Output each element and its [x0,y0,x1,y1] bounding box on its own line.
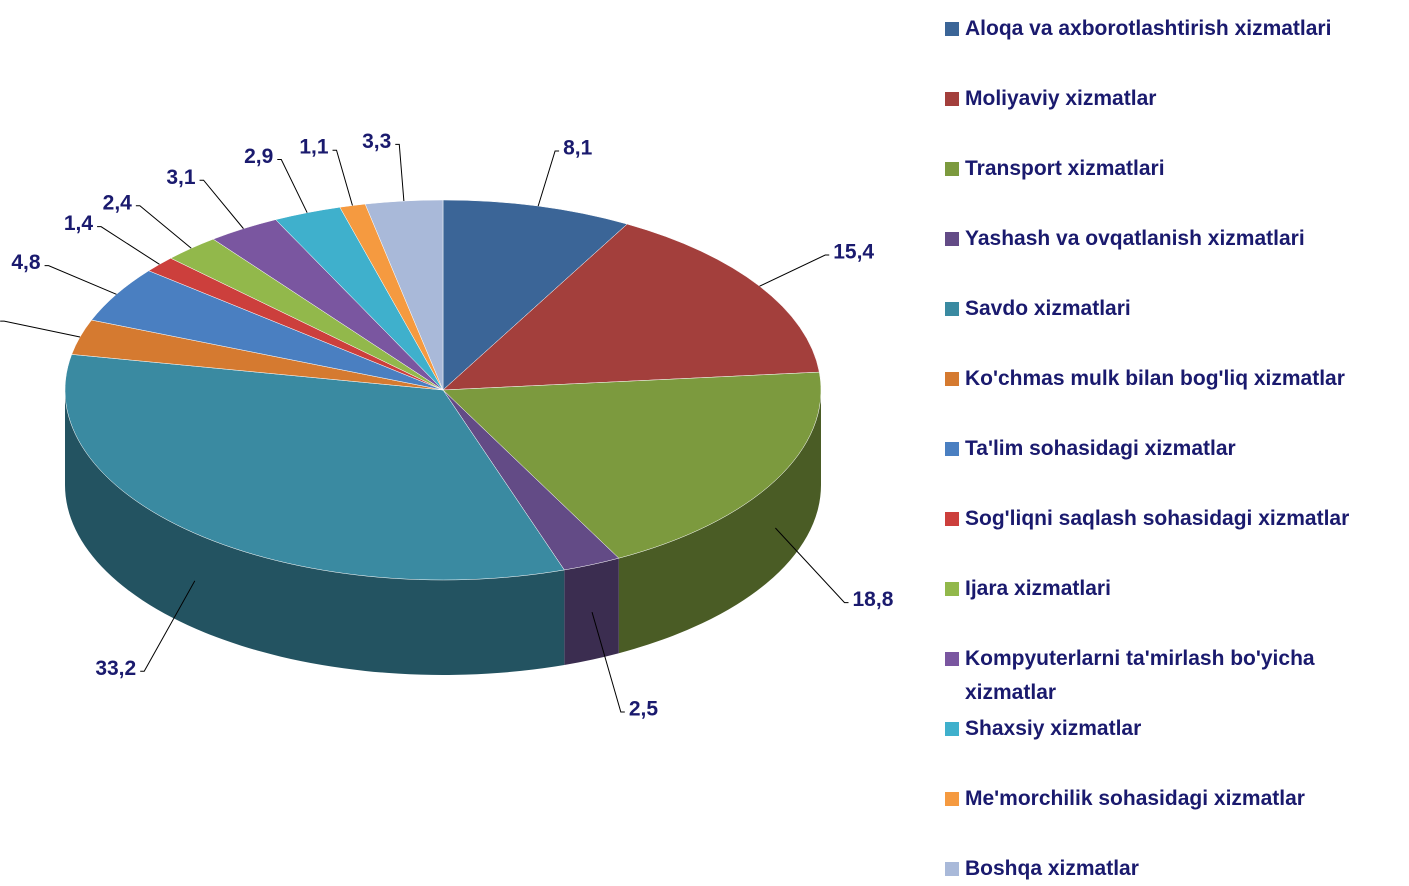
legend-item: Aloqa va axborotlashtirish xizmatlari [945,12,1400,46]
legend-item: Kompyuterlarni ta'mirlash bo'yicha xizma… [945,642,1400,710]
legend-swatch [945,652,959,666]
legend-swatch [945,512,959,526]
leader-line [395,143,405,202]
slice [364,199,444,391]
legend-swatch [945,372,959,386]
legend-swatch [945,442,959,456]
data-label: 1,4 [64,212,94,235]
legend-swatch [945,22,959,36]
legend-swatch [945,92,959,106]
slice-side [618,390,821,654]
leader-line [199,179,244,229]
leader-line [44,265,117,295]
leader-line [591,611,625,713]
legend-item: Ijara xizmatlari [945,572,1400,606]
data-label: 3,1 [166,166,196,189]
data-label: 15,4 [833,241,874,264]
legend-item: Savdo xizmatlari [945,292,1400,326]
legend-label: Savdo xizmatlari [965,297,1131,320]
legend-swatch [945,722,959,736]
legend-label: Shaxsiy xizmatlar [965,717,1142,740]
legend-item: Me'morchilik sohasidagi xizmatlar [945,782,1400,816]
legend-swatch [945,162,959,176]
legend-label: Transport xizmatlari [965,157,1165,180]
leader-line [759,254,830,287]
legend-swatch [945,792,959,806]
slice [442,223,820,391]
legend-label: Moliyaviy xizmatlar [965,87,1157,110]
legend-item: Yashash va ovqatlanish xizmatlari [945,222,1400,256]
legend-swatch [945,582,959,596]
data-label: 2,9 [244,145,273,168]
legend-swatch [945,862,959,876]
legend-item: Shaxsiy xizmatlar [945,712,1400,746]
legend-item: Moliyaviy xizmatlar [945,82,1400,116]
slice [442,371,822,559]
leader-line [97,226,160,265]
data-label: 8,1 [563,137,593,160]
leader-line [277,158,308,213]
legend-label: Aloqa va axborotlashtirish xizmatlari [965,17,1332,40]
slice-side [65,390,565,676]
legend-label: Ijara xizmatlari [965,577,1111,600]
leader-line [332,149,353,206]
legend-label: Sog'liqni saqlash sohasidagi xizmatlar [965,507,1350,530]
leader-line [140,580,196,672]
data-label: 2,5 [629,698,659,721]
data-label: 2,4 [103,191,133,214]
leader-line [775,527,849,604]
legend-item: Ko'chmas mulk bilan bog'liq xizmatlar [945,362,1400,396]
data-label: 33,2 [95,657,136,680]
data-label: 3,3 [362,130,391,153]
legend-label: Kompyuterlarni ta'mirlash bo'yicha xizma… [965,647,1315,704]
legend-swatch [945,302,959,316]
leader-line [537,150,560,207]
legend-swatch [945,232,959,246]
leader-line [135,205,192,249]
legend-label: Ko'chmas mulk bilan bog'liq xizmatlar [965,367,1345,390]
data-label: 4,8 [11,251,41,274]
legend-item: Ta'lim sohasidagi xizmatlar [945,432,1400,466]
chart: 8,115,418,82,533,23,04,81,42,43,12,91,13… [0,130,894,721]
legend-item: Transport xizmatlari [945,152,1400,186]
legend-label: Ta'lim sohasidagi xizmatlar [965,437,1236,460]
legend-item: Sog'liqni saqlash sohasidagi xizmatlar [945,502,1400,536]
legend-item: Boshqa xizmatlar [945,852,1400,886]
slice [64,354,565,581]
legend-label: Boshqa xizmatlar [965,857,1139,880]
leader-line [0,320,81,338]
data-label: 18,8 [853,588,894,611]
data-label: 1,1 [299,136,329,159]
legend-label: Yashash va ovqatlanish xizmatlari [965,227,1305,250]
slice-side [564,558,619,665]
legend-label: Me'morchilik sohasidagi xizmatlar [965,787,1305,810]
